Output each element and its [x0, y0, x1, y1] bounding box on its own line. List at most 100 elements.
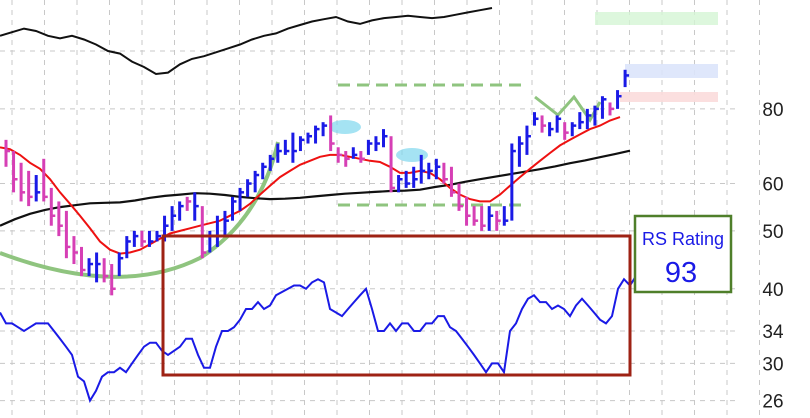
upper-right-price-zones — [595, 12, 718, 102]
price-bar — [404, 170, 411, 188]
price-bar — [321, 122, 328, 137]
price-bar — [427, 162, 433, 180]
price-bar — [42, 158, 48, 202]
price-bar — [110, 264, 116, 296]
rs-rating-frame — [633, 214, 733, 294]
price-bar — [351, 147, 358, 159]
price-bar — [72, 236, 78, 265]
pullback-highlight-1 — [329, 120, 361, 134]
price-bar — [298, 136, 305, 152]
price-bar — [306, 132, 312, 144]
overlay-line — [0, 7, 493, 76]
price-bar — [570, 122, 577, 137]
price-bar — [125, 236, 131, 259]
price-bar — [517, 136, 524, 167]
y-tick-label: 50 — [762, 222, 783, 243]
pullback-highlight-2 — [396, 148, 428, 162]
price-bar — [555, 115, 562, 133]
price-bar — [389, 136, 396, 193]
price-bar — [397, 175, 403, 193]
price-bar — [57, 201, 63, 237]
price-bar — [87, 258, 94, 277]
rs-line — [0, 263, 643, 404]
price-bar — [382, 129, 388, 148]
price-bar — [366, 139, 373, 155]
price-bar — [412, 166, 418, 188]
price-bar — [472, 206, 479, 226]
price-bar — [238, 187, 245, 211]
price-bar — [223, 210, 229, 237]
price-bar — [548, 122, 554, 137]
y-tick-label: 30 — [762, 354, 783, 375]
price-bar — [117, 252, 124, 277]
base-annotations — [0, 83, 602, 279]
price-bar — [193, 192, 199, 221]
price-bar — [155, 230, 161, 242]
price-bar — [291, 132, 297, 163]
price-bar — [178, 201, 184, 221]
price-bar — [593, 105, 599, 126]
price-bar — [140, 230, 146, 247]
rs-rating-box: RS Rating 93 — [633, 214, 733, 294]
price-bar — [170, 206, 177, 231]
zone-pink — [620, 92, 718, 102]
price-bar — [261, 162, 267, 180]
price-bar — [578, 112, 584, 130]
price-bar — [419, 154, 426, 184]
price-bar — [449, 166, 456, 197]
price-bar — [533, 112, 539, 126]
price-bar — [49, 187, 56, 226]
price-bar — [64, 210, 71, 259]
price-bar — [276, 143, 282, 163]
price-bar — [525, 125, 531, 155]
price-bar — [585, 108, 592, 130]
price-bar — [563, 122, 569, 140]
y-tick-label: 80 — [762, 100, 783, 121]
price-bar — [465, 196, 471, 226]
rs-line-box — [161, 234, 632, 377]
price-bar — [480, 206, 486, 231]
price-bar — [434, 158, 441, 180]
price-bar — [623, 69, 630, 88]
moving-average-fast — [0, 116, 621, 255]
price-bar — [27, 170, 33, 207]
price-bar — [600, 96, 607, 119]
price-bars — [4, 69, 630, 296]
price-bar — [510, 143, 516, 221]
price-bar — [495, 210, 501, 231]
rs-rating-value: 93 — [665, 257, 697, 289]
price-bar — [132, 230, 139, 247]
price-bar — [344, 151, 350, 167]
price-bar — [283, 139, 290, 155]
grid — [0, 0, 760, 418]
price-bar — [359, 151, 365, 163]
y-tick-label: 34 — [762, 322, 784, 343]
price-bar — [102, 258, 109, 283]
price-bar — [502, 206, 509, 226]
price-bar — [200, 206, 207, 259]
price-bar — [608, 102, 614, 116]
price-bar — [95, 252, 101, 283]
zone-green — [595, 12, 718, 25]
price-bar — [12, 151, 18, 193]
price-bar — [540, 115, 547, 133]
price-bar — [253, 170, 260, 193]
price-bar — [147, 230, 154, 247]
price-bar — [268, 154, 275, 171]
price-bar — [329, 115, 335, 152]
zone-blue — [625, 64, 718, 78]
price-bar — [80, 246, 86, 277]
rs-rating-label: RS Rating — [642, 229, 724, 249]
price-bar — [185, 196, 192, 211]
y-axis-ticks: 80 60 50 40 34 30 26 — [762, 100, 784, 413]
price-bar — [616, 90, 622, 109]
price-bar — [336, 147, 343, 163]
price-bar — [314, 125, 320, 144]
y-tick-label: 60 — [762, 175, 783, 196]
cup-base-curve — [0, 141, 280, 279]
y-tick-label: 40 — [762, 280, 783, 301]
y-tick-label: 26 — [762, 392, 783, 413]
handle-mark — [534, 94, 602, 123]
